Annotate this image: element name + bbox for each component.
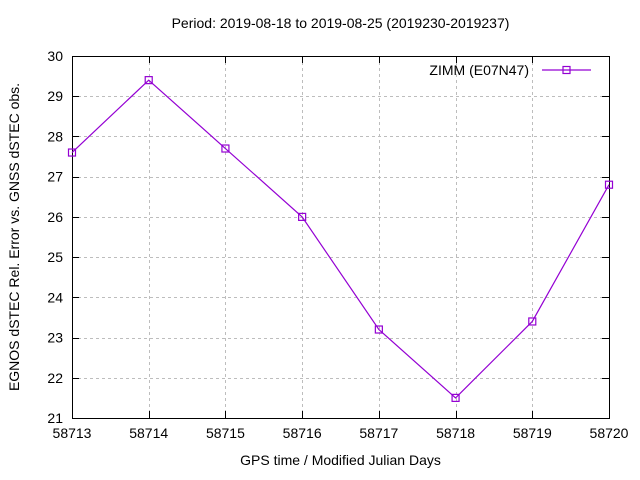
- data-point-marker: [451, 393, 460, 402]
- y-tick-label: 30: [47, 48, 63, 64]
- x-tick-label: 58719: [513, 425, 552, 441]
- legend-series-label: ZIMM (E07N47): [429, 62, 529, 78]
- data-point-marker: [144, 76, 153, 85]
- data-line: [71, 79, 610, 399]
- data-point-marker: [374, 325, 383, 334]
- y-tick-label: 23: [47, 330, 63, 346]
- x-tick-label: 58720: [590, 425, 629, 441]
- data-point-marker: [298, 212, 307, 221]
- x-tick-label: 58714: [129, 425, 168, 441]
- legend-sample-line-icon: [542, 65, 591, 75]
- data-point-marker: [221, 144, 230, 153]
- y-tick-label: 24: [47, 289, 63, 305]
- x-axis-label: GPS time / Modified Julian Days: [240, 452, 441, 468]
- y-tick-label: 22: [47, 370, 63, 386]
- y-tick-label: 28: [47, 128, 63, 144]
- y-tick-label: 26: [47, 209, 63, 225]
- y-tick-label: 25: [47, 249, 63, 265]
- y-tick-label: 27: [47, 169, 63, 185]
- legend-sample-marker: [562, 65, 571, 75]
- data-point-marker: [67, 148, 77, 157]
- data-point-marker: [528, 317, 537, 326]
- chart-title: Period: 2019-08-18 to 2019-08-25 (201923…: [171, 15, 510, 31]
- legend: ZIMM (E07N47): [429, 62, 592, 78]
- x-tick-label: 58718: [436, 425, 475, 441]
- data-point-marker: [604, 180, 614, 189]
- x-tick-label: 58716: [283, 425, 322, 441]
- y-tick-label: 29: [47, 88, 63, 104]
- x-tick-label: 58713: [53, 425, 92, 441]
- x-tick-label: 58717: [359, 425, 398, 441]
- plot-border: [72, 56, 610, 419]
- x-tick-label: 58715: [206, 425, 245, 441]
- y-tick-label: 21: [47, 410, 63, 426]
